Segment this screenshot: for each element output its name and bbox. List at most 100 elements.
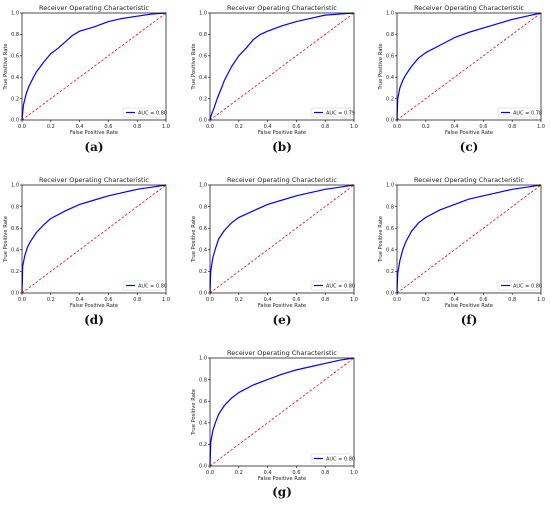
y-tick-label: 0.0	[199, 118, 207, 124]
x-tick-label: 0.0	[393, 124, 401, 130]
roc-curve	[209, 12, 355, 121]
roc-curve	[396, 184, 542, 294]
x-axis-label: False Positive Rate	[445, 303, 493, 309]
y-tick-label: 0.4	[11, 248, 19, 254]
roc-curve	[396, 12, 542, 121]
x-tick-label: 0.8	[508, 297, 516, 303]
chance-line	[209, 184, 355, 294]
x-tick-label: 0.0	[206, 470, 214, 476]
y-tick-label: 1.0	[199, 183, 207, 189]
roc-curve	[209, 184, 355, 294]
x-tick-label: 0.2	[422, 297, 430, 303]
y-tick-label: 1.0	[386, 183, 394, 189]
chance-line	[21, 12, 167, 121]
y-tick-label: 0.0	[11, 118, 19, 124]
legend-box	[497, 107, 539, 118]
y-tick-label: 1.0	[199, 356, 207, 362]
x-tick-label: 0.8	[133, 297, 141, 303]
x-axis-label: False Positive Rate	[258, 130, 306, 136]
y-tick-label: 0.6	[199, 54, 207, 60]
x-axis-label: False Positive Rate	[258, 476, 306, 482]
legend-label: AUC = 0.80	[513, 283, 542, 289]
x-tick-label: 0.6	[104, 124, 112, 130]
roc-chart-7: Receiver Operating Characteristic 0.0 0.2 0…	[191, 349, 358, 482]
x-tick-label: 0.6	[292, 124, 300, 130]
x-tick-label: 0.6	[479, 124, 487, 130]
chart-title: Receiver Operating Characteristic	[227, 176, 337, 184]
y-tick-label: 1.0	[386, 11, 394, 17]
y-tick-label: 1.0	[11, 183, 19, 189]
y-tick-label: 0.4	[386, 75, 394, 81]
y-axis-label: True Positive Rate	[3, 43, 9, 90]
plot-frame	[21, 12, 167, 121]
x-axis-label: False Positive Rate	[70, 303, 118, 309]
legend: AUC = 0.80	[122, 107, 167, 118]
y-tick-label: 0.8	[11, 32, 19, 38]
y-tick-label: 1.0	[11, 11, 19, 17]
chart-title: Receiver Operating Characteristic	[227, 4, 337, 12]
x-axis-label: False Positive Rate	[445, 130, 493, 136]
y-tick-label: 0.8	[199, 204, 207, 210]
y-tick-label: 0.6	[199, 226, 207, 232]
x-tick-label: 0.8	[133, 124, 141, 130]
roc-chart-3: Receiver Operating Characteristic 0.0 0.2 0…	[378, 4, 545, 136]
panel-caption: (f)	[460, 313, 478, 327]
y-axis-label: True Positive Rate	[378, 43, 384, 90]
legend: AUC = 0.79	[310, 107, 355, 118]
x-axis-label: False Positive Rate	[258, 303, 306, 309]
plot-frame	[21, 184, 167, 294]
plot-frame	[209, 184, 355, 294]
y-tick-label: 0.8	[199, 377, 207, 383]
x-tick-label: 0.0	[18, 297, 26, 303]
y-tick-label: 0.2	[199, 269, 207, 275]
x-tick-label: 0.2	[235, 470, 243, 476]
y-axis-label: True Positive Rate	[191, 389, 197, 436]
x-tick-label: 1.0	[162, 297, 170, 303]
legend: AUC = 0.80	[122, 280, 167, 291]
y-tick-label: 0.0	[11, 291, 19, 297]
legend-box	[497, 280, 539, 291]
y-tick-label: 0.4	[199, 421, 207, 427]
x-tick-label: 1.0	[537, 297, 545, 303]
y-tick-label: 0.2	[199, 442, 207, 448]
y-tick-label: 0.6	[386, 226, 394, 232]
x-tick-label: 0.6	[292, 470, 300, 476]
panel-caption: (c)	[459, 140, 479, 154]
legend: AUC = 0.80	[310, 280, 355, 291]
chart-title: Receiver Operating Characteristic	[39, 176, 149, 184]
y-tick-label: 0.0	[199, 291, 207, 297]
x-tick-label: 0.8	[321, 124, 329, 130]
x-tick-label: 0.4	[264, 297, 272, 303]
legend-label: AUC = 0.80	[138, 283, 167, 289]
legend: AUC = 0.80	[310, 453, 355, 464]
x-tick-label: 0.0	[393, 297, 401, 303]
legend-label: AUC = 0.79	[326, 110, 355, 116]
x-tick-label: 0.8	[508, 124, 516, 130]
y-tick-label: 0.2	[11, 269, 19, 275]
y-tick-label: 0.4	[199, 248, 207, 254]
x-tick-label: 0.4	[451, 297, 459, 303]
y-tick-label: 0.2	[11, 96, 19, 102]
roc-chart-6: Receiver Operating Characteristic 0.0 0.2 0…	[378, 176, 545, 309]
x-tick-label: 0.2	[422, 124, 430, 130]
y-tick-label: 0.8	[11, 204, 19, 210]
panel-caption: (g)	[272, 485, 292, 499]
roc-chart-1: Receiver Operating Characteristic 0.0 0.2 0…	[3, 4, 170, 136]
chance-line	[21, 184, 167, 294]
y-axis-label: True Positive Rate	[378, 216, 384, 263]
x-tick-label: 0.0	[206, 297, 214, 303]
legend-box	[122, 280, 164, 291]
y-tick-label: 0.2	[386, 269, 394, 275]
y-axis-label: True Positive Rate	[3, 216, 9, 263]
y-tick-label: 0.0	[386, 291, 394, 297]
legend-label: AUC = 0.80	[326, 456, 355, 462]
y-tick-label: 0.4	[199, 75, 207, 81]
x-tick-label: 0.2	[47, 297, 55, 303]
y-tick-label: 0.6	[386, 54, 394, 60]
x-tick-label: 0.4	[264, 470, 272, 476]
y-tick-label: 0.6	[199, 399, 207, 405]
x-tick-label: 0.4	[451, 124, 459, 130]
y-tick-label: 0.2	[386, 96, 394, 102]
panel-caption: (b)	[272, 140, 292, 154]
x-tick-label: 1.0	[350, 297, 358, 303]
